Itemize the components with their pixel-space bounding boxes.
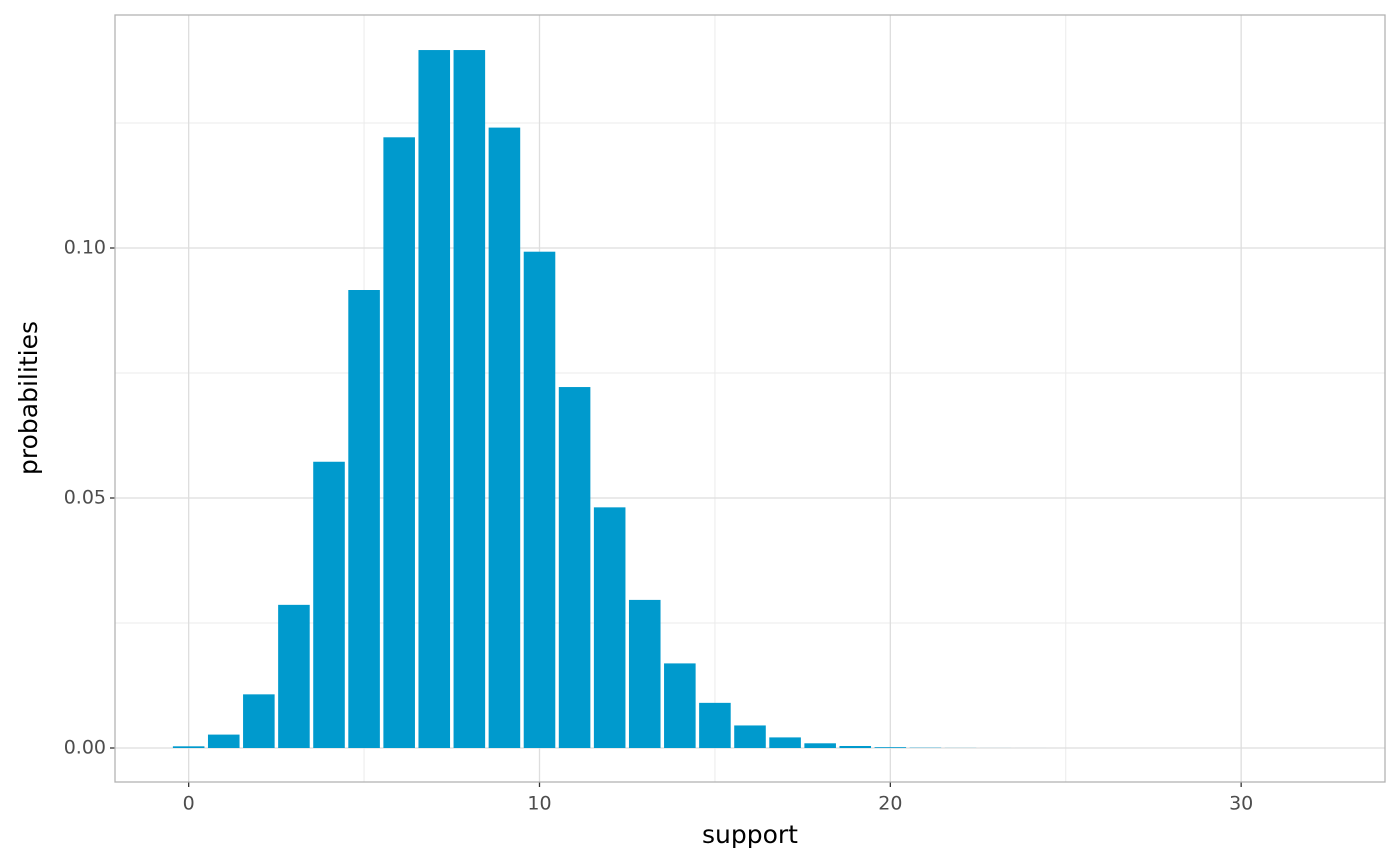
- x-tick-label: 10: [527, 793, 551, 815]
- bar: [628, 599, 661, 748]
- bar: [453, 50, 486, 749]
- bar: [839, 746, 872, 748]
- bar: [769, 737, 801, 748]
- panel-border: [114, 14, 1386, 783]
- bar: [874, 747, 907, 748]
- x-tick-label: 30: [1229, 793, 1253, 815]
- y-axis-title: probabilities: [14, 321, 43, 475]
- x-tick-label: 0: [183, 793, 195, 815]
- bar: [488, 127, 521, 749]
- y-tick-label: 0.10: [64, 237, 106, 259]
- bar: [243, 694, 275, 748]
- bar: [593, 507, 626, 748]
- y-tick-label: 0.05: [64, 487, 106, 509]
- bar: [804, 743, 836, 748]
- bar: [523, 251, 556, 748]
- bar: [172, 746, 205, 748]
- bar: [664, 663, 696, 748]
- bar: [348, 290, 380, 748]
- bar: [207, 734, 240, 748]
- bar: [558, 387, 591, 748]
- bar: [734, 725, 766, 748]
- x-tick-label: 20: [878, 793, 902, 815]
- bar: [278, 604, 310, 748]
- y-tick-label: 0.00: [64, 737, 106, 759]
- bar: [383, 137, 415, 749]
- bar: [699, 702, 731, 748]
- bar: [313, 461, 345, 748]
- x-axis-title: support: [702, 820, 798, 849]
- bar: [418, 50, 451, 749]
